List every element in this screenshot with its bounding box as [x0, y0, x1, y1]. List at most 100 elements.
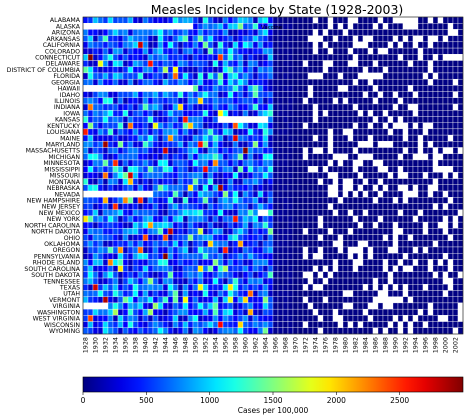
heatmap-cell — [117, 284, 124, 291]
heatmap-cell — [167, 284, 174, 291]
heatmap-cell — [182, 308, 189, 316]
heatmap-cell — [267, 284, 274, 291]
heatmap-cell — [312, 190, 319, 198]
heatmap-cell — [392, 209, 399, 217]
heatmap-cell — [397, 97, 404, 105]
heatmap-cell — [152, 153, 159, 161]
heatmap-cell — [107, 321, 114, 328]
heatmap-cell — [452, 60, 459, 67]
heatmap-cell — [157, 290, 164, 297]
heatmap-cell — [412, 178, 419, 186]
heatmap-cell — [247, 78, 254, 86]
heatmap-cell — [372, 153, 379, 161]
state-label: IDAHO — [60, 92, 80, 99]
heatmap-cell — [317, 72, 324, 80]
heatmap-cell — [137, 122, 144, 130]
heatmap-cell — [457, 327, 464, 335]
year-tick-label: 1996 — [422, 337, 430, 353]
heatmap-cell — [292, 253, 299, 260]
heatmap-cell — [352, 97, 359, 105]
heatmap-cell — [172, 66, 179, 74]
heatmap-cell — [272, 147, 279, 154]
heatmap-cell — [177, 271, 184, 279]
heatmap-cell — [317, 215, 324, 223]
heatmap-cell — [117, 166, 124, 173]
heatmap-cell — [252, 60, 259, 67]
heatmap-cell — [392, 29, 399, 36]
heatmap-cell — [412, 308, 419, 316]
heatmap-cell — [142, 253, 149, 260]
heatmap-cell — [352, 184, 359, 192]
heatmap-cell — [212, 16, 219, 24]
heatmap-cell — [147, 60, 154, 67]
heatmap-cell — [387, 47, 394, 55]
heatmap-cell — [227, 66, 234, 74]
heatmap-cell — [262, 178, 269, 186]
heatmap-cell — [402, 221, 409, 229]
heatmap-cell — [307, 91, 314, 98]
heatmap-cell — [247, 60, 254, 67]
heatmap-cell — [247, 228, 254, 235]
heatmap-cell — [197, 128, 204, 136]
heatmap-cell — [377, 128, 384, 136]
heatmap-cell — [292, 327, 299, 335]
heatmap-cell — [447, 271, 454, 279]
heatmap-cell — [367, 215, 374, 223]
heatmap-cell — [287, 197, 294, 204]
heatmap-cell — [322, 78, 329, 86]
heatmap-cell — [152, 240, 159, 248]
heatmap-cell — [82, 234, 89, 241]
heatmap-cell — [337, 153, 344, 161]
heatmap-cell — [392, 122, 399, 130]
heatmap-cell — [87, 284, 94, 291]
heatmap-cell — [137, 321, 144, 328]
heatmap-cell — [117, 134, 124, 142]
heatmap-cell — [287, 284, 294, 291]
heatmap-cell — [302, 197, 309, 204]
heatmap-cell — [367, 234, 374, 241]
heatmap-cell — [207, 166, 214, 173]
heatmap-cell — [297, 259, 304, 266]
heatmap-cell — [277, 253, 284, 260]
heatmap-cell — [247, 97, 254, 105]
heatmap-cell — [357, 91, 364, 98]
heatmap-cell — [227, 159, 234, 167]
heatmap-cell — [437, 35, 444, 43]
heatmap-cell — [387, 265, 394, 273]
heatmap-cell — [137, 91, 144, 98]
heatmap-cell — [202, 78, 209, 86]
heatmap-cell — [367, 103, 374, 111]
year-tick-label: 1998 — [432, 337, 440, 353]
year-tick-label: 1940 — [142, 337, 150, 353]
heatmap-cell — [157, 321, 164, 328]
heatmap-cell — [402, 66, 409, 74]
heatmap-cell — [172, 97, 179, 105]
heatmap-cell — [207, 197, 214, 204]
heatmap-cell — [352, 60, 359, 67]
heatmap-cell — [392, 315, 399, 322]
heatmap-cell — [287, 116, 294, 123]
heatmap-cell — [267, 190, 274, 198]
heatmap-cell — [282, 134, 289, 142]
heatmap-cell — [452, 141, 459, 148]
heatmap-cell — [327, 203, 334, 210]
heatmap-cell — [112, 166, 119, 173]
heatmap-cell — [292, 91, 299, 98]
heatmap-cell — [312, 153, 319, 161]
heatmap-cell — [247, 66, 254, 74]
heatmap-cell — [167, 259, 174, 266]
heatmap-cell — [117, 209, 124, 217]
heatmap-cell — [447, 190, 454, 198]
heatmap-cell — [102, 23, 109, 30]
heatmap-cell — [277, 215, 284, 223]
heatmap-cell — [182, 29, 189, 36]
heatmap-cell — [207, 35, 214, 43]
heatmap-cell — [207, 147, 214, 154]
heatmap-cell — [447, 153, 454, 161]
heatmap-cell — [282, 265, 289, 273]
heatmap-cell — [362, 228, 369, 235]
heatmap-cell — [417, 153, 424, 161]
heatmap-cell — [172, 315, 179, 322]
heatmap-cell — [187, 302, 194, 310]
heatmap-cell — [172, 35, 179, 43]
